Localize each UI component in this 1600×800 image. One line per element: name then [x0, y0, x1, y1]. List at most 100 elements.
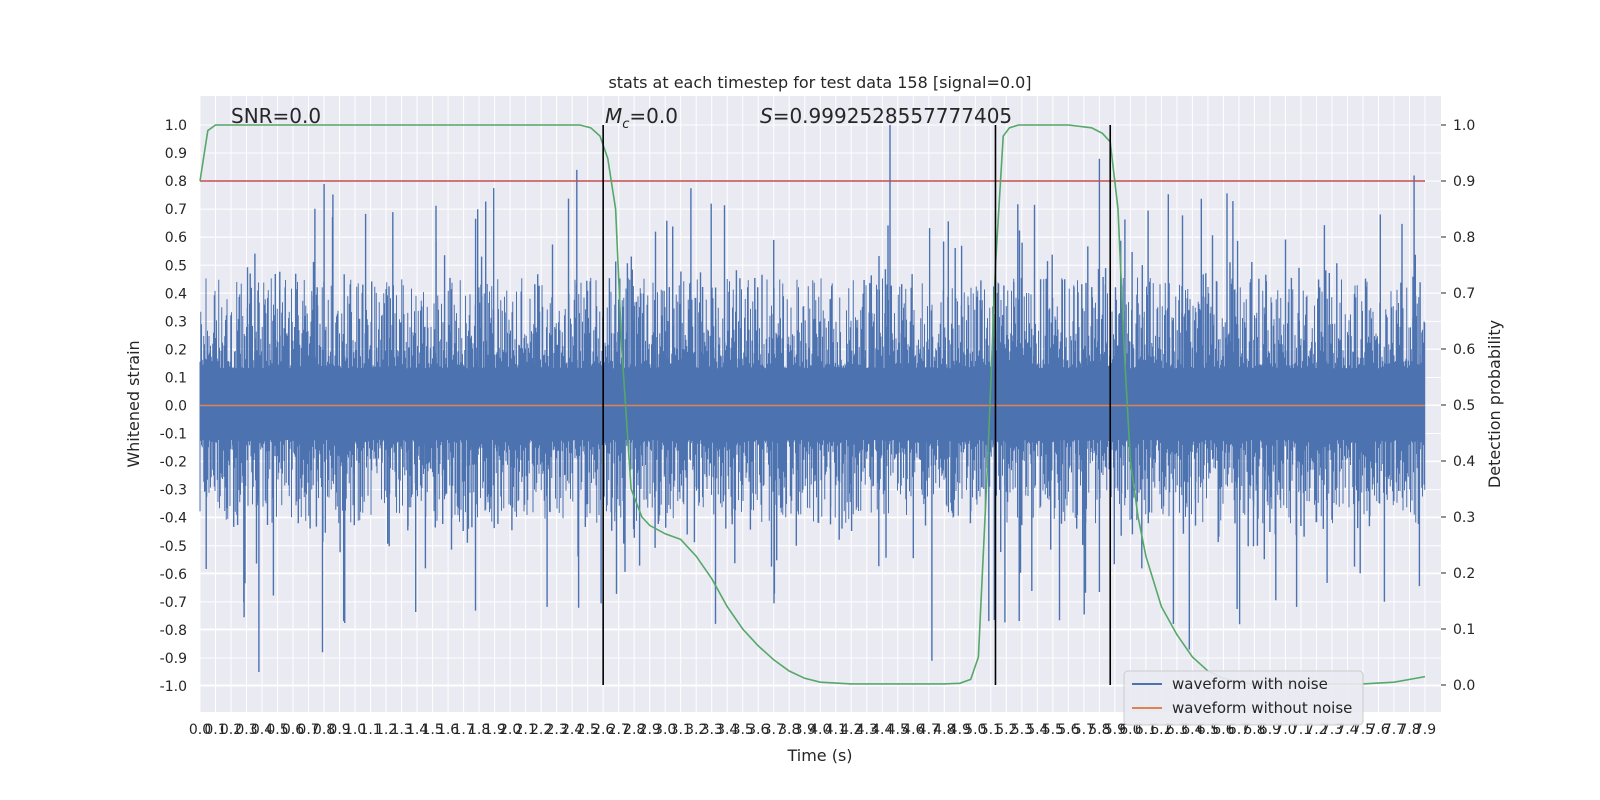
legend-box	[1123, 670, 1364, 726]
x-tick-label: 7.0	[1274, 722, 1296, 738]
x-tick-label: 1.0	[344, 722, 366, 738]
chirp-mass-annotation: Mc=0.0	[605, 104, 678, 132]
detection-statistic-value: =0.9992528557777405	[773, 104, 1012, 128]
x-tick-label: 0.6	[282, 722, 304, 738]
x-tick-label: 7.3	[1321, 722, 1343, 738]
y-tick-label: 0.5	[165, 258, 187, 274]
x-tick-label: 4.1	[825, 722, 847, 738]
y-tick-label: -0.6	[160, 567, 187, 583]
y-tick-label: 0.6	[165, 230, 187, 246]
x-tick-label: 2.9	[639, 722, 661, 738]
x-tick-label: 0.7	[297, 722, 319, 738]
x-tick-label: 1.7	[452, 722, 474, 738]
snr-annotation: SNR=0.0	[231, 104, 321, 128]
x-axis-label: Time (s)	[786, 746, 852, 765]
y2-tick-label: 0.5	[1453, 398, 1475, 414]
y-tick-label: 0.2	[165, 342, 187, 358]
x-tick-label: 5.9	[1104, 722, 1126, 738]
y2-axis-label: Detection probability	[1485, 320, 1504, 488]
x-tick-label: 5.3	[1011, 722, 1033, 738]
y-tick-label: -0.9	[160, 651, 187, 667]
x-tick-label: 0.3	[235, 722, 257, 738]
detection-statistic-annotation: S=0.9992528557777405	[760, 104, 1012, 128]
y-tick-label: 0.0	[165, 399, 187, 415]
x-tick-label: 4.5	[887, 722, 909, 738]
y2-tick-label: 0.0	[1453, 678, 1475, 694]
x-tick-label: 0.1	[204, 722, 226, 738]
x-tick-label: 5.6	[1057, 722, 1079, 738]
series-detection-probability	[199, 124, 1426, 685]
x-tick-label: 4.0	[809, 722, 831, 738]
x-tick-label: 2.1	[515, 722, 537, 738]
legend-label-waveform-without-noise: waveform without noise	[1172, 699, 1352, 717]
x-tick-label: 3.8	[778, 722, 800, 738]
x-tick-label: 1.3	[390, 722, 412, 738]
y-tick-label: -0.2	[160, 455, 187, 471]
x-tick-label: 6.2	[1150, 722, 1172, 738]
noise-spikes	[205, 125, 1421, 672]
x-tick-label: 0.4	[251, 722, 273, 738]
x-tick-label: 2.0	[499, 722, 521, 738]
y2-tick-label: 0.8	[1453, 230, 1475, 246]
x-tick-label: 5.8	[1088, 722, 1110, 738]
x-tick-label: 6.9	[1259, 722, 1281, 738]
x-tick-label: 1.5	[421, 722, 443, 738]
x-tick-label: 3.9	[794, 722, 816, 738]
x-axis-ticks: 0.00.10.20.30.40.50.60.70.80.91.01.11.21…	[189, 722, 1436, 738]
x-tick-label: 7.5	[1352, 722, 1374, 738]
x-tick-label: 1.8	[468, 722, 490, 738]
series-waveform-with-noise	[199, 125, 1426, 672]
x-tick-label: 0.9	[328, 722, 350, 738]
x-tick-label: 1.6	[437, 722, 459, 738]
y2-axis-ticks: 1.0 0.9 0.8 0.7 0.6 0.5 0.4 0.3 0.2 0.1 0.0	[1441, 118, 1475, 694]
y2-tick-label: 0.4	[1453, 454, 1475, 470]
x-tick-label: 5.7	[1073, 722, 1095, 738]
x-tick-label: 7.6	[1367, 722, 1389, 738]
x-tick-label: 0.5	[266, 722, 288, 738]
x-tick-label: 2.3	[546, 722, 568, 738]
x-tick-label: 4.2	[840, 722, 862, 738]
y-tick-label: 0.7	[165, 202, 187, 218]
chirp-mass-value: =0.0	[629, 104, 678, 128]
y-axis-label: Whitened strain	[124, 340, 143, 467]
x-tick-label: 5.4	[1026, 722, 1048, 738]
x-tick-label: 2.7	[608, 722, 630, 738]
x-tick-label: 3.7	[763, 722, 785, 738]
y2-tick-label: 0.9	[1453, 174, 1475, 190]
x-tick-label: 6.8	[1243, 722, 1265, 738]
y2-tick-label: 0.2	[1453, 566, 1475, 582]
x-tick-label: 4.6	[902, 722, 924, 738]
y-tick-label: -0.4	[160, 511, 187, 527]
x-tick-label: 6.3	[1166, 722, 1188, 738]
x-tick-label: 4.4	[871, 722, 893, 738]
x-tick-label: 5.0	[964, 722, 986, 738]
x-tick-label: 1.4	[406, 722, 428, 738]
y-axis-ticks: 1.0 0.9 0.8 0.7 0.6 0.5 0.4 0.3 0.2 0.1 0.0 -0.1 -0.…	[160, 118, 187, 695]
x-tick-label: 0.0	[189, 722, 211, 738]
x-tick-label: 3.0	[654, 722, 676, 738]
y-tick-label: -0.7	[160, 595, 187, 611]
x-tick-label: 5.2	[995, 722, 1017, 738]
y-tick-label: 0.8	[165, 174, 187, 190]
y-tick-label: -1.0	[160, 679, 187, 695]
x-tick-label: 7.4	[1336, 722, 1358, 738]
x-tick-label: 1.1	[359, 722, 381, 738]
x-tick-label: 2.4	[561, 722, 583, 738]
chirp-mass-symbol: M	[605, 104, 622, 128]
x-tick-label: 3.5	[732, 722, 754, 738]
x-tick-label: 1.9	[483, 722, 505, 738]
x-tick-label: 3.2	[685, 722, 707, 738]
x-tick-label: 3.6	[747, 722, 769, 738]
y-tick-label: 0.9	[165, 146, 187, 162]
x-tick-label: 4.9	[949, 722, 971, 738]
y-tick-label: -0.1	[160, 427, 187, 443]
x-tick-label: 7.2	[1305, 722, 1327, 738]
y-tick-label: -0.8	[160, 623, 187, 639]
chart-title: stats at each timestep for test data 158…	[608, 73, 1031, 92]
detection-statistic-symbol: S	[760, 104, 773, 128]
x-tick-label: 3.1	[670, 722, 692, 738]
x-tick-label: 4.7	[918, 722, 940, 738]
x-tick-label: 0.2	[220, 722, 242, 738]
x-tick-label: 6.4	[1181, 722, 1203, 738]
x-tick-label: 4.8	[933, 722, 955, 738]
